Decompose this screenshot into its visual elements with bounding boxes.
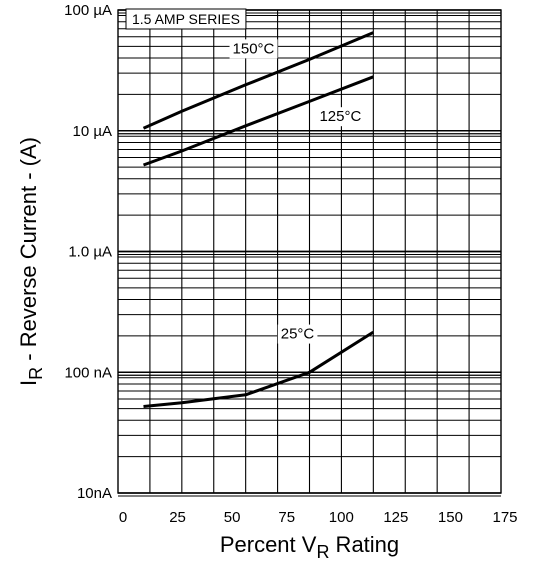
series-label: 125°C <box>319 108 361 125</box>
x-tick-label: 100 <box>329 509 354 526</box>
series-labels: 150°C 125°C 25°C <box>229 39 365 344</box>
y-tick-label: 100 µA <box>64 2 112 19</box>
x-tick-label: 150 <box>438 509 463 526</box>
grid <box>118 9 501 497</box>
y-tick-labels: 100 µA 10 µA 1.0 µA 100 nA 10nA <box>64 2 112 502</box>
x-tick-labels: 0 25 50 75 100 125 150 175 <box>119 509 518 526</box>
y-tick-label: 100 nA <box>64 364 112 381</box>
x-tick-label: 125 <box>383 509 408 526</box>
series-annotation-text: 1.5 AMP SERIES <box>132 11 240 27</box>
series-line <box>142 31 374 130</box>
series-annotation: 1.5 AMP SERIES <box>125 8 247 30</box>
x-axis-title: Percent VR Rating <box>220 532 399 561</box>
plot-frame <box>117 9 502 494</box>
series-lines <box>142 31 375 408</box>
x-tick-label: 25 <box>169 509 186 526</box>
y-axis-title: IR - Reverse Current - (A) <box>16 137 46 386</box>
x-tick-label: 50 <box>224 509 241 526</box>
series-label-background <box>316 107 365 127</box>
y-tick-label: 10nA <box>77 485 112 502</box>
series-line <box>143 330 375 408</box>
series-line <box>142 75 374 167</box>
x-tick-label: 175 <box>492 509 517 526</box>
x-tick-label: 0 <box>119 509 127 526</box>
series-label: 25°C <box>281 326 315 343</box>
x-tick-label: 75 <box>278 509 295 526</box>
y-tick-label: 1.0 µA <box>68 244 112 261</box>
series-label-background <box>277 324 318 344</box>
y-tick-label: 10 µA <box>73 123 113 140</box>
series-label: 150°C <box>233 40 275 57</box>
series-label-background <box>229 39 278 59</box>
